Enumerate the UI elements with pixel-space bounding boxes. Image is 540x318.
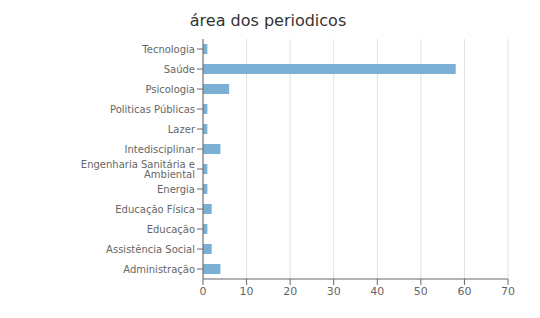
svg-text:10: 10 [240, 285, 254, 298]
svg-text:Saúde: Saúde [164, 64, 195, 75]
svg-text:Lazer: Lazer [168, 124, 196, 135]
svg-text:Administração: Administração [123, 264, 195, 275]
svg-text:Engenharia Sanitária eAmbienta: Engenharia Sanitária eAmbiental [81, 159, 195, 180]
svg-text:50: 50 [414, 285, 428, 298]
svg-text:40: 40 [370, 285, 384, 298]
svg-text:30: 30 [327, 285, 341, 298]
svg-text:70: 70 [501, 285, 515, 298]
svg-text:Educação Física: Educação Física [115, 204, 195, 215]
svg-text:Politicas Públicas: Politicas Públicas [110, 104, 195, 115]
html-text:área dos periodicos: área dos periodicos [189, 11, 347, 30]
svg-text:0: 0 [200, 285, 207, 298]
svg-text:Intedisciplinar: Intedisciplinar [125, 144, 196, 155]
svg-text:Psicologia: Psicologia [145, 84, 195, 95]
svg-text:Assistência Social: Assistência Social [106, 244, 195, 255]
svg-text:Energia: Energia [157, 184, 195, 195]
svg-text:Tecnologia: Tecnologia [141, 44, 195, 55]
svg-text:20: 20 [283, 285, 297, 298]
svg-text:60: 60 [457, 285, 471, 298]
svg-text:Educação: Educação [147, 224, 195, 235]
